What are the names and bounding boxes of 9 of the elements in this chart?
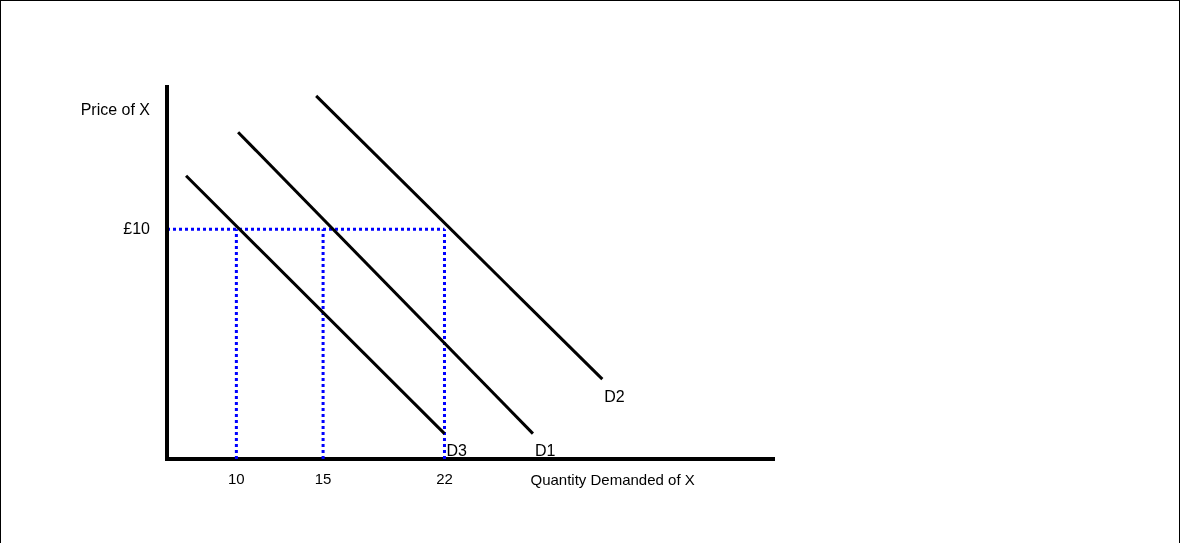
x-axis-title: Quantity Demanded of X: [530, 470, 695, 488]
x-tick-label: 22: [436, 470, 453, 488]
series-label: D1: [534, 441, 556, 459]
x-tick-label: 10: [228, 470, 245, 488]
series-label: D2: [604, 387, 625, 405]
text: £10: [123, 219, 151, 237]
x-tick-label: 15: [314, 470, 332, 488]
y-axis-title: Price of X: [80, 101, 151, 119]
series-label: D3: [446, 441, 468, 459]
